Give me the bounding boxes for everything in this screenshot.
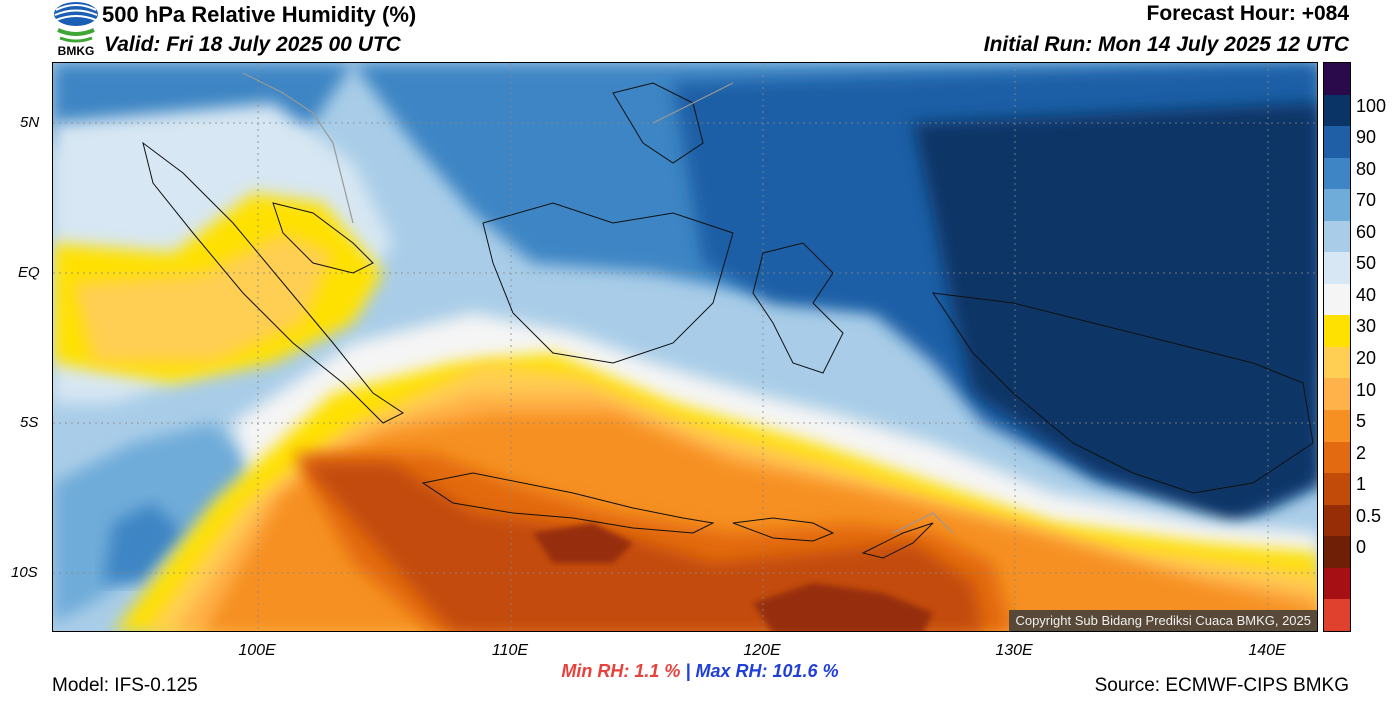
lat-label-eq: EQ	[18, 264, 40, 281]
model-info: Model: IFS-0.125	[52, 675, 198, 696]
colorbar-swatch	[1324, 283, 1350, 316]
colorbar-label: 1	[1356, 474, 1367, 495]
initial-run: Initial Run: Mon 14 July 2025 12 UTC	[983, 33, 1349, 56]
lat-label-10s: 10S	[11, 564, 38, 581]
colorbar-swatch	[1324, 599, 1350, 631]
colorbar-label: 10	[1356, 379, 1377, 400]
source-info: Source: ECMWF-CIPS BMKG	[1094, 675, 1349, 696]
lat-label-5n: 5N	[20, 114, 40, 131]
humidity-map: Copyright Sub Bidang Prediksi Cuaca BMKG…	[52, 62, 1318, 632]
colorbar-swatch	[1324, 315, 1350, 347]
colorbar-swatch	[1324, 441, 1350, 474]
lon-label-100e: 100E	[238, 642, 276, 659]
lon-label-120e: 120E	[743, 642, 781, 659]
colorbar-label: 70	[1356, 190, 1377, 211]
colorbar-swatch	[1324, 252, 1350, 284]
chart-title: 500 hPa Relative Humidity (%)	[102, 2, 417, 27]
max-rh: Max RH: 101.6 %	[695, 661, 839, 681]
forecast-hour: Forecast Hour: +084	[1146, 2, 1350, 25]
colorbar	[1323, 62, 1351, 632]
bmkg-logo-icon: BMKG	[52, 0, 100, 60]
min-rh: Min RH: 1.1 %	[561, 661, 681, 681]
colorbar-swatch	[1324, 378, 1350, 411]
colorbar-swatch	[1324, 473, 1350, 505]
colorbar-label: 5	[1356, 411, 1367, 432]
colorbar-swatch	[1324, 346, 1350, 379]
lon-label-140e: 140E	[1248, 642, 1286, 659]
copyright-note: Copyright Sub Bidang Prediksi Cuaca BMKG…	[1009, 610, 1317, 631]
colorbar-label: 30	[1356, 316, 1377, 337]
colorbar-swatch	[1324, 567, 1350, 600]
colorbar-swatch	[1324, 94, 1350, 127]
colorbar-label: 20	[1356, 348, 1377, 368]
colorbar-swatch	[1324, 63, 1350, 95]
colorbar-label: 2	[1356, 442, 1367, 463]
colorbar-swatch	[1324, 410, 1350, 442]
colorbar-label: 60	[1356, 221, 1377, 242]
colorbar-swatch	[1324, 157, 1350, 190]
colorbar-label: 0	[1356, 537, 1367, 558]
colorbar-label: 100	[1356, 95, 1387, 116]
colorbar-label: 0.5	[1356, 505, 1382, 526]
colorbar-swatch	[1324, 504, 1350, 537]
colorbar-label: 80	[1356, 158, 1377, 179]
colorbar-swatch	[1324, 126, 1350, 158]
colorbar-label: 90	[1356, 127, 1377, 148]
valid-time: Valid: Fri 18 July 2025 00 UTC	[104, 33, 401, 56]
logo-text: BMKG	[57, 44, 95, 58]
lon-label-130e: 130E	[995, 642, 1033, 659]
lon-label-110e: 110E	[491, 642, 529, 659]
colorbar-swatch	[1324, 220, 1350, 253]
colorbar-label: 40	[1356, 284, 1377, 305]
stats-separator: |	[685, 661, 691, 681]
colorbar-swatch	[1324, 536, 1350, 568]
colorbar-label: 50	[1356, 253, 1377, 274]
colorbar-swatch	[1324, 189, 1350, 221]
lat-label-5s: 5S	[20, 414, 39, 431]
rh-stats: Min RH: 1.1 % | Max RH: 101.6 %	[0, 661, 1400, 682]
